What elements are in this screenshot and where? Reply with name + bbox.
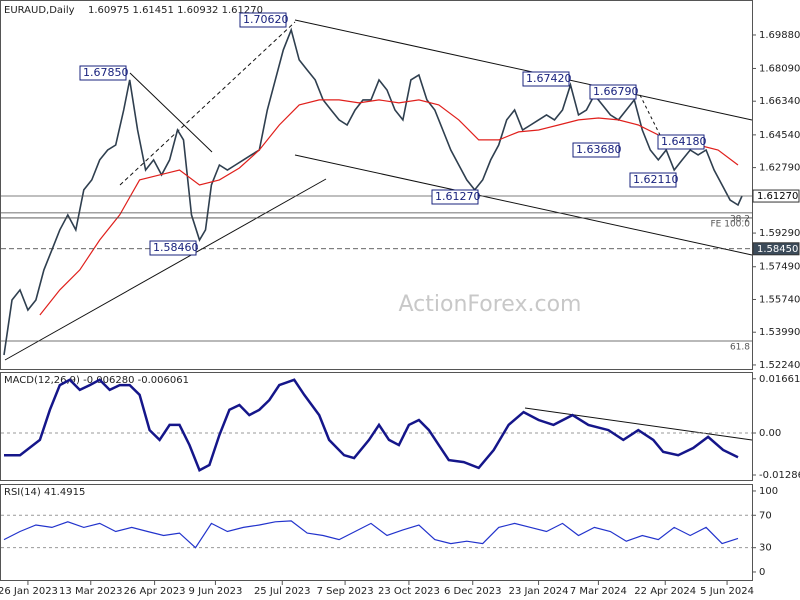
price-panel bbox=[0, 0, 753, 370]
level-tag bbox=[752, 189, 800, 203]
macd-trendline bbox=[524, 407, 753, 441]
y-tick-label: 100 bbox=[759, 486, 778, 497]
x-tick-label: 9 Jun 2023 bbox=[189, 586, 243, 597]
price-annotation: 1.66790 bbox=[589, 84, 639, 100]
fib-label: 61.8 bbox=[730, 343, 750, 353]
series-line bbox=[3, 27, 743, 356]
y-tick-label: 1.55740 bbox=[759, 294, 800, 305]
annotation-label: 1.61270 bbox=[435, 190, 481, 203]
rsi-title: RSI(14) 41.4915 bbox=[4, 487, 85, 498]
y-tick-label: 1.69880 bbox=[759, 30, 800, 41]
annotation-label: 1.64180 bbox=[661, 135, 707, 148]
x-tick-label: 26 Jan 2023 bbox=[0, 586, 58, 597]
projection-line bbox=[119, 21, 296, 186]
y-tick-label: 1.62790 bbox=[759, 163, 800, 174]
y-tick-label: 30 bbox=[759, 543, 772, 554]
annotation-label: 1.58460 bbox=[153, 241, 199, 254]
price-annotation: 1.67420 bbox=[522, 71, 572, 87]
trendlines bbox=[4, 19, 753, 441]
annotation-box bbox=[572, 142, 620, 158]
annotation-label: 1.67420 bbox=[526, 72, 572, 85]
price-annotation: 1.61270 bbox=[431, 189, 481, 205]
fib-label: 38.2 bbox=[730, 214, 750, 224]
annotation-box bbox=[629, 172, 677, 188]
y-tick-label: 0.00 bbox=[759, 428, 781, 439]
y-tick-label: 1.53990 bbox=[759, 327, 800, 338]
annotation-box bbox=[431, 189, 479, 205]
x-tick-label: 25 Jul 2023 bbox=[254, 586, 311, 597]
rsi-panel bbox=[0, 484, 753, 581]
annotation-box bbox=[589, 84, 637, 100]
annotation-label: 1.63680 bbox=[576, 143, 622, 156]
y-tick-label: 0 bbox=[759, 567, 765, 578]
pattern-line bbox=[129, 72, 213, 153]
fib-label: FE 100.0 bbox=[711, 219, 751, 229]
x-tick-label: 23 Jan 2024 bbox=[509, 586, 569, 597]
series-line bbox=[39, 99, 739, 316]
y-tick-label: 1.59290 bbox=[759, 228, 800, 239]
price-annotation: 1.70620 bbox=[239, 12, 289, 28]
channel-bottom bbox=[294, 154, 753, 256]
y-tick-label: 1.68090 bbox=[759, 63, 800, 74]
annotation-box bbox=[239, 12, 287, 28]
chart-title: EURAUD,Daily bbox=[4, 5, 75, 16]
channel-top bbox=[294, 19, 753, 121]
annotation-label: 1.66790 bbox=[593, 85, 639, 98]
y-tick-label: 1.57490 bbox=[759, 262, 800, 273]
series-line bbox=[3, 520, 739, 549]
ohlc-text: 1.60975 1.61451 1.60932 1.61270 bbox=[88, 5, 263, 16]
y-tick-label: 70 bbox=[759, 510, 772, 521]
annotation-box bbox=[79, 65, 127, 81]
annotation-label: 1.67850 bbox=[83, 66, 129, 79]
x-tick-label: 6 Dec 2023 bbox=[444, 586, 502, 597]
x-tick-label: 26 Apr 2023 bbox=[124, 586, 186, 597]
annotation-label: 1.70620 bbox=[243, 13, 289, 26]
x-tick-label: 7 Mar 2024 bbox=[570, 586, 627, 597]
y-tick-label: 1.52240 bbox=[759, 360, 800, 371]
y-tick-label: 1.64540 bbox=[759, 130, 800, 141]
watermark: ActionForex.com bbox=[399, 292, 582, 317]
annotation-box bbox=[522, 71, 570, 87]
level-tag bbox=[752, 242, 800, 256]
annotation-box bbox=[149, 240, 197, 256]
projection-line bbox=[639, 94, 661, 136]
x-tick-label: 7 Sep 2023 bbox=[317, 586, 374, 597]
x-tick-label: 13 Mar 2023 bbox=[59, 586, 122, 597]
price-annotation: 1.67850 bbox=[79, 65, 129, 81]
x-tick-label: 22 Apr 2024 bbox=[634, 586, 696, 597]
series-line bbox=[4, 378, 739, 472]
x-tick-label: 5 Jun 2024 bbox=[700, 586, 754, 597]
level-label: 1.61270 bbox=[757, 191, 798, 202]
support-line bbox=[4, 178, 327, 361]
annotation-box bbox=[657, 134, 705, 150]
level-label: 1.58450 bbox=[757, 244, 798, 255]
annotation-label: 1.62110 bbox=[633, 173, 679, 186]
y-tick-label: 1.66340 bbox=[759, 96, 800, 107]
y-tick-label: 0.016619 bbox=[759, 374, 800, 385]
price-annotation: 1.63680 bbox=[572, 142, 622, 158]
x-tick-label: 23 Oct 2023 bbox=[378, 586, 440, 597]
price-annotation: 1.58460 bbox=[149, 240, 199, 256]
price-annotation: 1.64180 bbox=[657, 134, 707, 150]
y-tick-label: -0.012864 bbox=[759, 470, 800, 481]
price-annotation: 1.62110 bbox=[629, 172, 679, 188]
